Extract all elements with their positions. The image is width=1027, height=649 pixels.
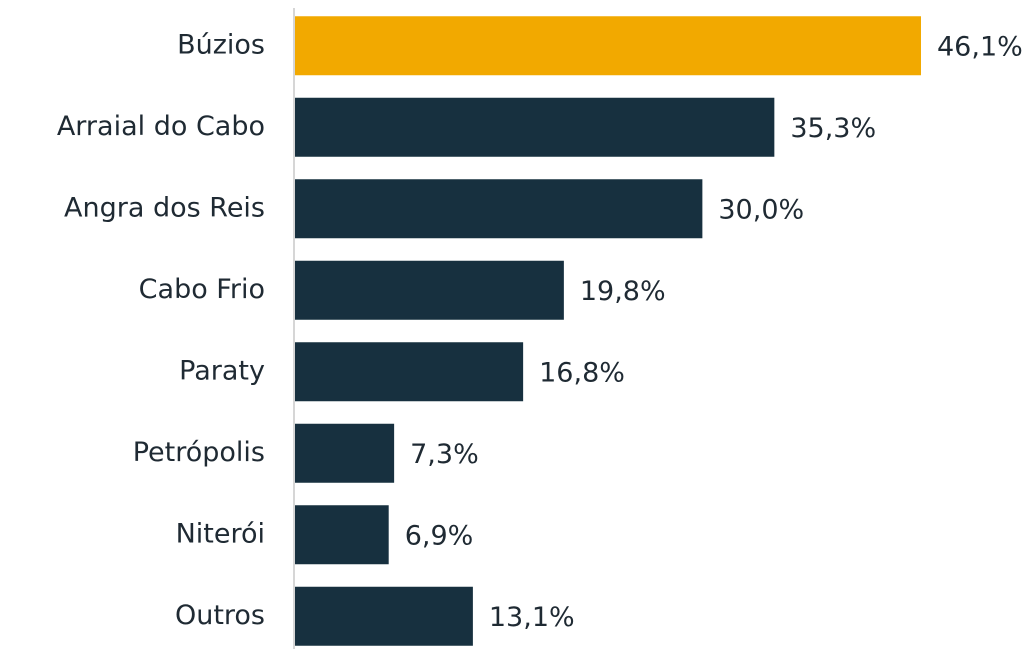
category-label: Angra dos Reis xyxy=(64,192,265,223)
category-label: Paraty xyxy=(179,355,265,386)
bar xyxy=(295,260,564,320)
bar xyxy=(295,586,473,646)
value-label: 46,1% xyxy=(937,31,1023,62)
bar xyxy=(295,179,703,239)
value-label: 30,0% xyxy=(718,194,804,225)
value-label: 13,1% xyxy=(489,602,575,633)
bar xyxy=(295,423,395,483)
value-label: 35,3% xyxy=(790,113,876,144)
bar xyxy=(295,342,524,402)
category-label: Outros xyxy=(175,600,265,631)
value-label: 6,9% xyxy=(405,520,474,551)
category-label: Arraial do Cabo xyxy=(57,111,265,142)
bar xyxy=(295,505,389,565)
bar xyxy=(295,16,921,76)
value-label: 19,8% xyxy=(580,276,666,307)
value-label: 7,3% xyxy=(410,439,479,470)
category-label: Cabo Frio xyxy=(139,274,265,305)
category-label: Búzios xyxy=(177,29,265,60)
value-label: 16,8% xyxy=(539,357,625,388)
category-label: Petrópolis xyxy=(133,437,265,468)
category-label: Niterói xyxy=(176,518,265,549)
bar xyxy=(295,97,775,157)
